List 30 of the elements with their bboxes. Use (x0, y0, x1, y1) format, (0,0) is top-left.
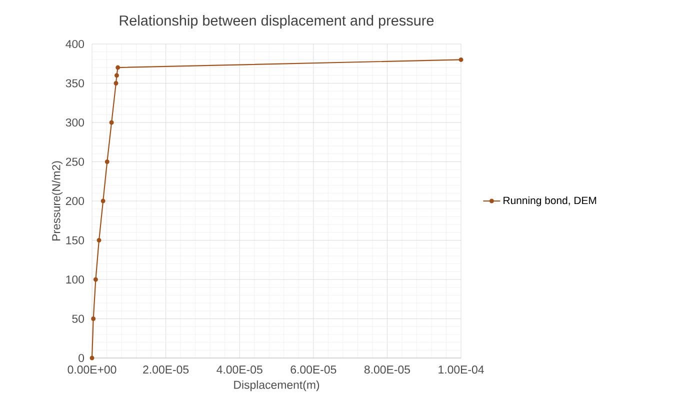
y-tick-label: 300 (66, 118, 84, 127)
y-tick-label: 50 (72, 314, 84, 323)
y-tick-label: 0 (78, 354, 84, 362)
point (90, 356, 94, 360)
y-tick-label: 200 (66, 196, 84, 206)
point (104, 160, 110, 164)
point (93, 277, 98, 282)
y-tick-label: 250 (66, 158, 84, 166)
point (458, 57, 464, 62)
point (114, 73, 119, 78)
x-axis-title: Displacement(m) (234, 380, 320, 392)
y-tick-label: 350 (66, 79, 84, 88)
chart-title: Relationship between displacement and pressure (120, 15, 434, 29)
x-tick-label: 8.00E-05 (364, 366, 410, 374)
y-tick-label: 100 (66, 275, 84, 284)
y-tick-label: 400 (66, 40, 84, 48)
x-tick-label: 4.00E-05 (216, 366, 262, 374)
point (91, 316, 96, 321)
point (96, 238, 102, 242)
x-tick-label: 6.00E-05 (290, 366, 336, 374)
point (109, 120, 114, 125)
point (100, 198, 106, 204)
x-tick-label: 1.00E-04 (438, 366, 484, 374)
x-tick-label: 0.00E+00 (68, 366, 116, 374)
legend-label: Running bond, DEM (504, 196, 596, 206)
y-tick-label: 150 (66, 236, 84, 244)
point (116, 65, 120, 70)
x-tick-label: 2.00E-05 (143, 366, 189, 374)
point (114, 81, 118, 86)
y-axis-title: Pressure(N/m2) (52, 161, 63, 240)
